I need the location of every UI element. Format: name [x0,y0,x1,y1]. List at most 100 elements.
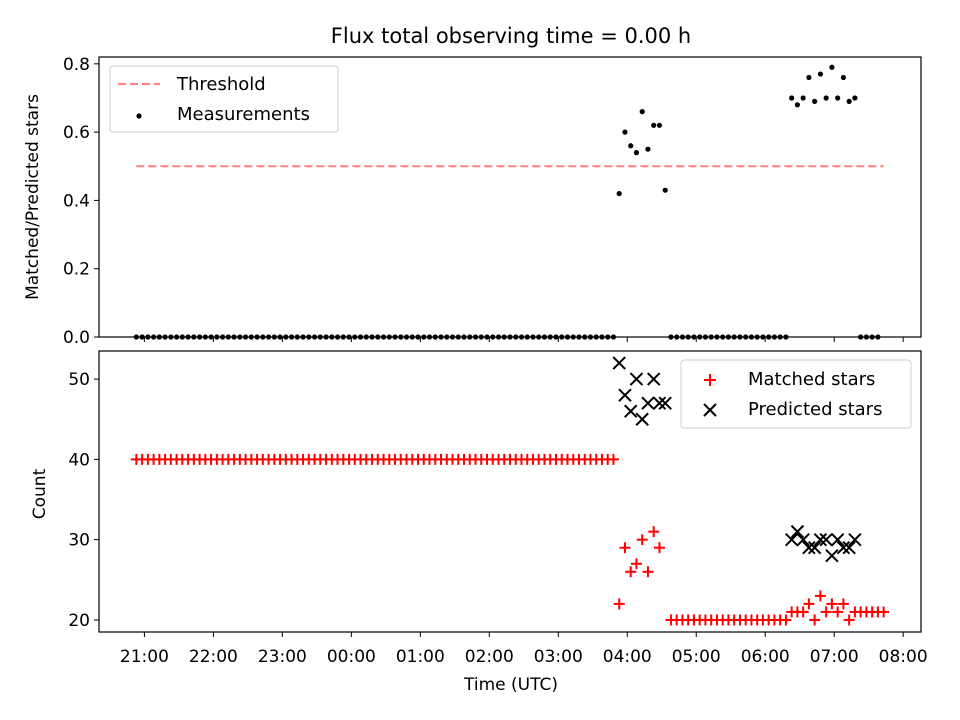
predicted-star-point [836,540,851,555]
measurement-point [835,95,841,101]
matched-star-point [803,598,815,610]
bottom-y-tick-label: 20 [68,611,90,631]
predicted-star-point [819,532,833,547]
measurement-point [662,187,668,193]
measurement-point [794,102,801,108]
matched-star-point [797,606,809,618]
top-panel: 0.00.20.40.60.8 Matched/Predicted stars … [23,55,922,348]
measurements-legend-label: Measurements [177,104,310,125]
measurements-legend-swatch [136,113,142,119]
x-tick-label: 07:00 [810,647,859,667]
predicted-star-point [784,532,799,547]
measurement-point [656,122,663,128]
measurement-point [852,95,858,101]
bottom-y-tick-label: 50 [68,370,90,390]
matched-star-point [820,606,832,618]
measurement-point [789,95,795,101]
predicted-star-point [658,396,672,410]
matched-star-point [809,614,821,626]
measurement-point [628,143,634,149]
predicted-star-point [842,540,856,555]
bottom-y-axis-label: Count [30,468,50,519]
predicted-star-point [641,396,655,410]
top-y-tick-label: 0.4 [63,191,90,211]
predicted-legend-swatch [703,403,717,417]
bottom-legend: Matched stars Predicted stars [680,359,912,429]
matched-legend-label: Matched stars [748,369,875,390]
matched-star-point [619,542,631,554]
measurement-point [840,74,846,81]
top-axis-ticks: 0.0 0.2 0.4 0.6 0.8 [63,55,904,348]
matched-star-point [607,453,619,465]
predicted-star-point [652,396,667,410]
matched-star-point [780,614,792,626]
predicted-star-point [830,532,845,547]
predicted-star-point [807,540,822,555]
top-legend: Threshold Measurements [109,65,339,133]
predicted-star-point [790,524,805,539]
matched-star-point [849,606,861,618]
predicted-star-point [646,372,661,386]
x-tick-label: 05:00 [672,647,721,667]
x-tick-label: 04:00 [603,647,652,667]
x-tick-label: 22:00 [189,647,238,667]
matched-star-point [878,606,890,618]
bottom-y-tick-label: 30 [68,531,90,551]
bottom-axis-ticks: 21:00 22:00 23:00 00:00 01:00 02:00 03:00 04:00… [68,370,927,667]
measurement-point [633,150,640,156]
predicted-star-point [802,540,816,555]
predicted-star-point [612,356,626,370]
bottom-y-tick-label: 40 [68,450,90,470]
predicted-star-point [624,404,638,418]
measurement-point [616,190,622,197]
matched-star-point [625,566,637,578]
top-y-axis-label: Matched/Predicted stars [23,94,43,300]
predicted-star-point [813,532,828,547]
measurement-point [806,74,812,81]
predicted-star-point [635,412,649,426]
x-tick-label: 21:00 [120,647,169,667]
x-tick-label: 08:00 [879,647,928,667]
x-tick-label: 06:00 [741,647,790,667]
matched-star-point [653,542,665,554]
predicted-star-point [825,549,839,563]
measurement-point [812,98,818,104]
x-tick-label: 01:00 [396,647,445,667]
measurement-point [639,109,645,115]
top-axes-frame [98,56,922,338]
x-tick-label: 23:00 [258,647,307,667]
top-legend-box [109,65,339,133]
top-y-tick-label: 0.6 [63,123,90,143]
top-y-tick-label: 0.0 [63,328,90,348]
matched-star-point [613,598,625,610]
predicted-star-point [796,532,810,547]
measurement-point [846,98,852,104]
matched-star-point [843,614,855,626]
x-tick-label: 02:00 [465,647,514,667]
predicted-legend-label: Predicted stars [748,399,882,420]
bottom-axes-frame [98,350,922,633]
matched-star-point [648,526,660,538]
x-axis-label: Time (UTC) [463,675,558,695]
chart-title: Flux total observing time = 0.00 h [331,24,691,48]
measurement-point [800,95,806,101]
matched-star-point [832,606,844,618]
predicted-star-point [848,532,862,547]
matched-legend-swatch [704,374,716,386]
measurement-point [829,64,835,70]
measurement-point [817,71,824,77]
threshold-legend-label: Threshold [176,74,266,95]
measurement-point [645,146,651,152]
x-tick-label: 00:00 [327,647,376,667]
matched-star-point [636,534,648,546]
matched-star-point [826,598,838,610]
top-y-tick-label: 0.2 [63,260,90,280]
matched-star-point [814,590,826,602]
x-tick-label: 03:00 [534,647,583,667]
matched-star-point [642,566,654,578]
measurement-point [651,122,657,128]
bottom-plot-marks [130,356,890,626]
bottom-panel: 21:00 22:00 23:00 00:00 01:00 02:00 03:00 04:00… [30,350,928,695]
measurement-point [622,129,628,135]
